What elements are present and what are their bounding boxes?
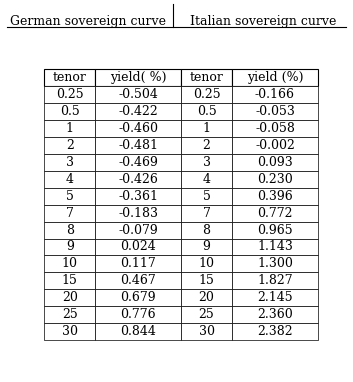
Text: German sovereign curve: German sovereign curve xyxy=(10,15,166,28)
Text: Italian sovereign curve: Italian sovereign curve xyxy=(190,15,336,28)
